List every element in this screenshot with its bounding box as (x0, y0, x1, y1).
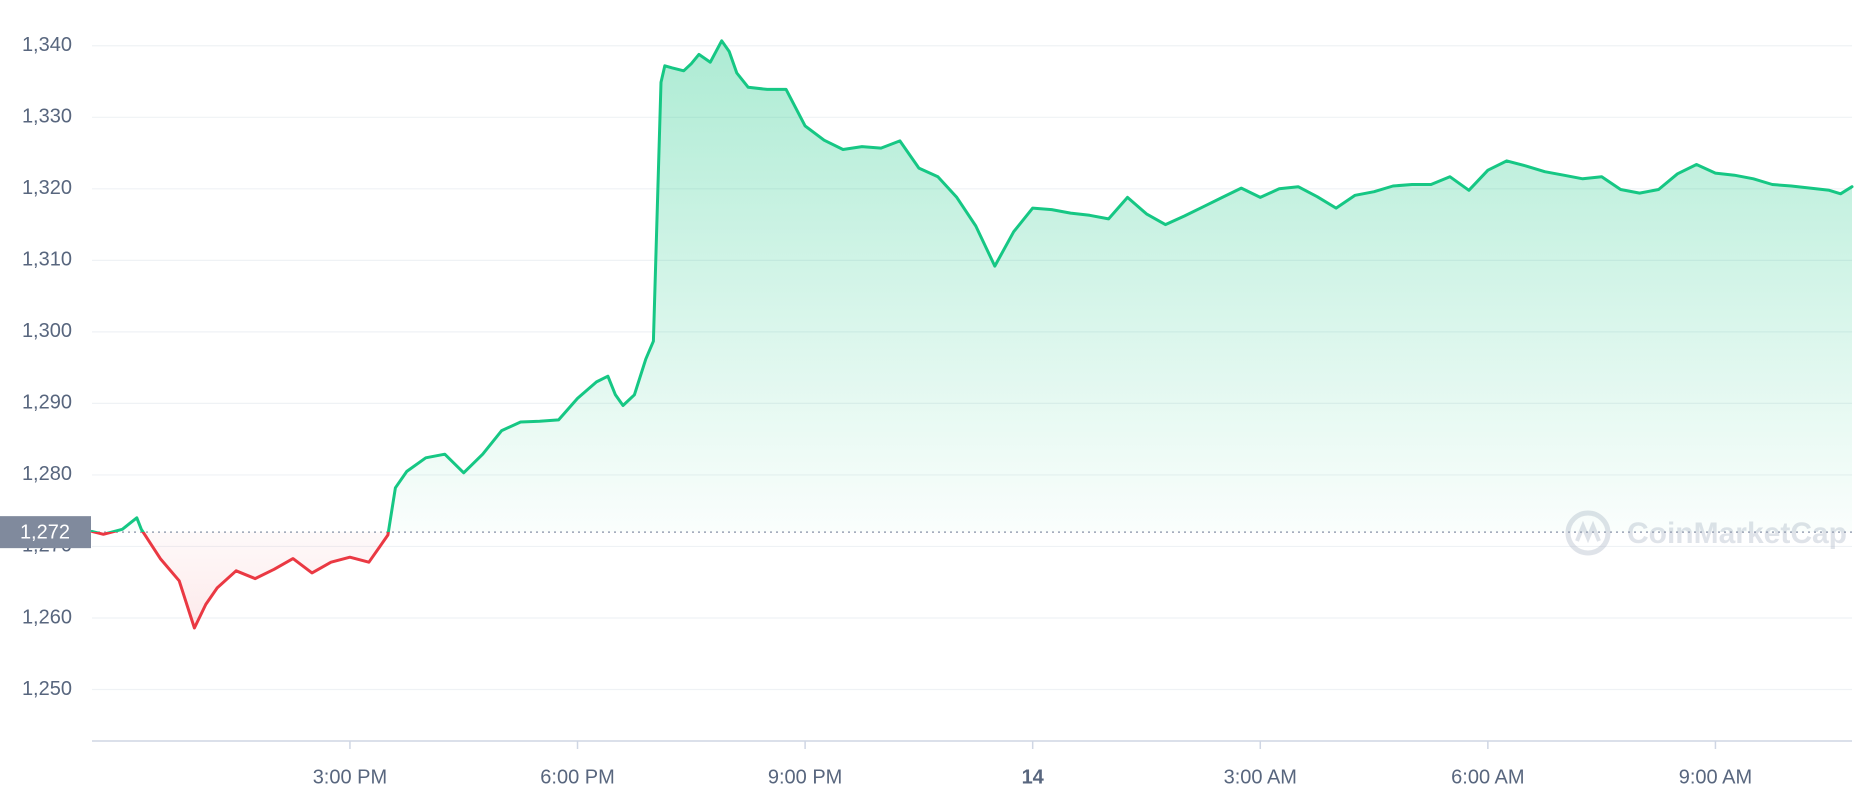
y-tick-label: 1,290 (22, 392, 72, 414)
y-tick-label: 1,330 (22, 106, 72, 128)
reference-label-box (0, 516, 91, 549)
x-tick-label: 6:00 PM (540, 766, 614, 788)
reference-label: 1,272 (20, 521, 70, 543)
x-tick-label: 9:00 PM (768, 766, 842, 788)
y-tick-label: 1,320 (22, 177, 72, 199)
x-tick-label: 3:00 PM (313, 766, 387, 788)
y-tick-label: 1,260 (22, 606, 72, 628)
data (90, 39, 1854, 630)
x-tick-label: 9:00 AM (1679, 766, 1752, 788)
price-line (90, 39, 1854, 630)
y-tick-label: 1,310 (22, 249, 72, 271)
x-tick-label: 14 (1022, 766, 1045, 788)
x-tick-label: 6:00 AM (1451, 766, 1524, 788)
y-tick-label: 1,280 (22, 463, 72, 485)
y-tick-label: 1,300 (22, 320, 72, 342)
y-tick-label: 1,340 (22, 34, 72, 56)
axes: 1,2501,2601,2701,2801,2901,3001,3101,320… (0, 34, 1752, 788)
x-tick-label: 3:00 AM (1224, 766, 1297, 788)
price-area (92, 40, 1852, 629)
y-tick-label: 1,250 (22, 678, 72, 700)
